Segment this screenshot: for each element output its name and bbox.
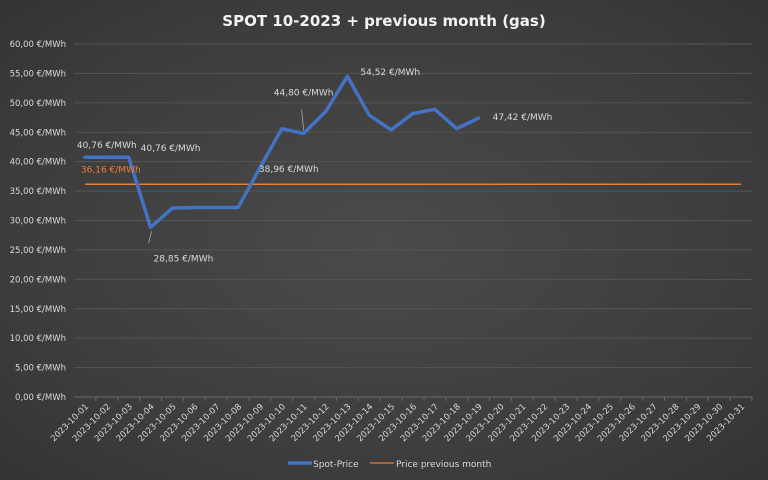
chart-title: SPOT 10-2023 + previous month (gas)	[222, 12, 545, 30]
y-tick-label: 30,00 €/MWh	[10, 217, 66, 227]
legend-label-spot-price: Spot-Price	[313, 460, 359, 470]
y-tick-label: 10,00 €/MWh	[10, 334, 66, 344]
y-tick-label: 50,00 €/MWh	[10, 99, 66, 109]
data-label: 40,76 €/MWh	[141, 144, 201, 154]
y-tick-label: 45,00 €/MWh	[10, 128, 66, 138]
y-tick-label: 25,00 €/MWh	[10, 246, 66, 256]
y-tick-label: 20,00 €/MWh	[10, 275, 66, 285]
legend-label-previous-month: Price previous month	[396, 460, 491, 470]
data-label: 44,80 €/MWh	[274, 88, 334, 98]
data-label: 38,96 €/MWh	[259, 165, 319, 175]
data-label: 28,85 €/MWh	[154, 254, 214, 264]
data-label: 47,42 €/MWh	[493, 113, 553, 123]
data-label: 40,76 €/MWh	[77, 141, 137, 151]
data-label: 54,52 €/MWh	[360, 68, 420, 78]
y-tick-label: 5,00 €/MWh	[15, 364, 66, 374]
y-tick-label: 55,00 €/MWh	[10, 69, 66, 79]
y-tick-label: 0,00 €/MWh	[15, 393, 66, 403]
leader-line	[301, 109, 305, 131]
y-tick-label: 35,00 €/MWh	[10, 187, 66, 197]
y-tick-label: 60,00 €/MWh	[10, 40, 66, 50]
legend: Spot-Price Price previous month	[288, 460, 491, 470]
data-label: 36,16 €/MWh	[81, 165, 141, 175]
y-tick-label: 40,00 €/MWh	[10, 158, 66, 168]
leader-line	[148, 231, 152, 244]
y-tick-label: 15,00 €/MWh	[10, 305, 66, 315]
